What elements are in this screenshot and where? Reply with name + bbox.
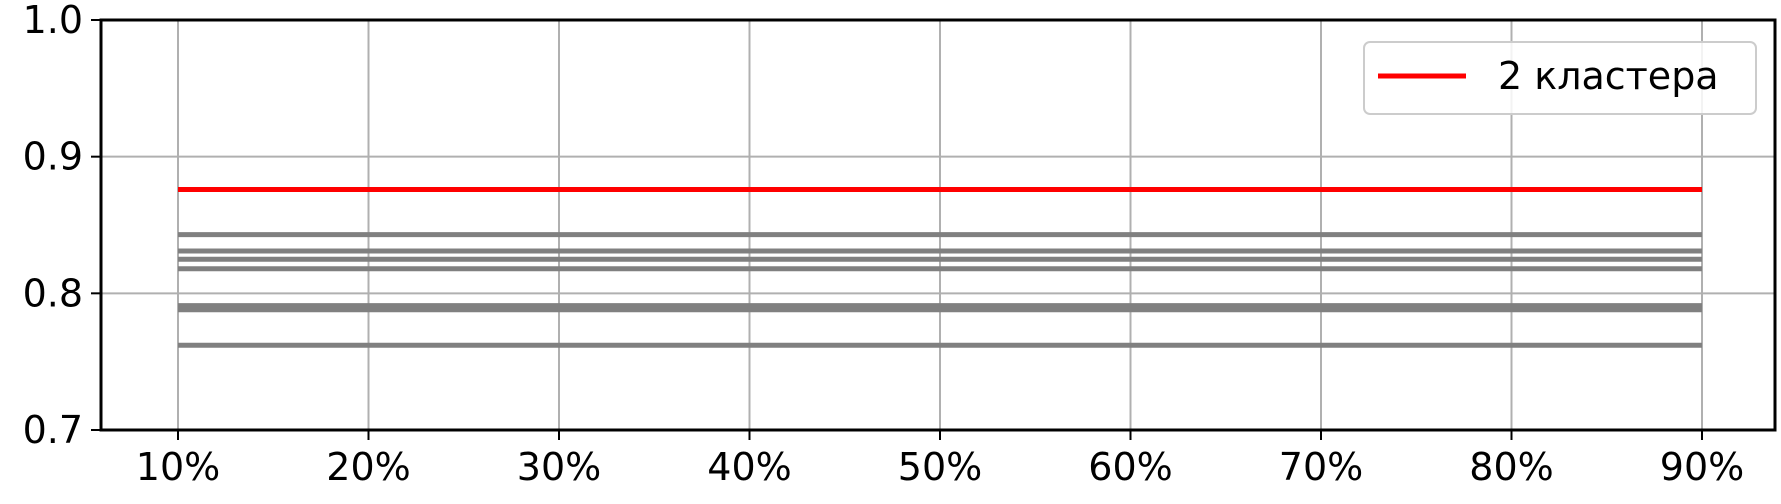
- x-tick-label: 80%: [1469, 445, 1553, 489]
- x-tick-label: 60%: [1088, 445, 1172, 489]
- x-tick-label: 90%: [1660, 445, 1744, 489]
- legend-label: 2 кластера: [1498, 54, 1719, 98]
- y-tick-label: 0.8: [23, 271, 83, 315]
- axis-ticks: 10% 20% 30% 40% 50% 60% 70% 80% 90% 0.7 0.8 0.9 1.0: [23, 0, 1745, 489]
- y-tick-label: 0.7: [23, 408, 83, 452]
- legend: 2 кластера: [1363, 41, 1757, 115]
- x-tick-label: 10%: [136, 445, 220, 489]
- x-tick-label: 70%: [1279, 445, 1363, 489]
- x-tick-label: 50%: [898, 445, 982, 489]
- x-tick-label: 30%: [517, 445, 601, 489]
- legend-box: [1363, 41, 1757, 115]
- y-tick-label: 1.0: [23, 0, 83, 42]
- x-tick-label: 20%: [326, 445, 410, 489]
- y-tick-label: 0.9: [23, 135, 83, 179]
- x-tick-label: 40%: [707, 445, 791, 489]
- plot-frame: [99, 18, 1777, 432]
- series-layer: [178, 187, 1702, 348]
